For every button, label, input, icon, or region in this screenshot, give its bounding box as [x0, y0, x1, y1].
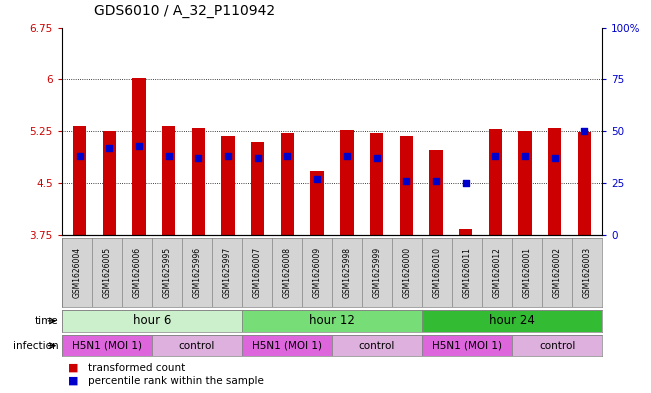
Point: [401, 178, 411, 184]
Text: time: time: [35, 316, 59, 326]
Point: [104, 145, 115, 151]
Point: [163, 153, 174, 159]
Text: GSM1625998: GSM1625998: [342, 247, 352, 298]
Text: H5N1 (MOI 1): H5N1 (MOI 1): [72, 341, 142, 351]
Point: [74, 153, 85, 159]
Point: [519, 153, 530, 159]
Bar: [132, 78, 146, 235]
Point: [431, 178, 441, 184]
Text: H5N1 (MOI 1): H5N1 (MOI 1): [252, 341, 322, 351]
Text: control: control: [539, 341, 575, 351]
Text: ■: ■: [68, 376, 79, 386]
Bar: [281, 133, 294, 235]
Bar: [242, 310, 422, 332]
Text: GSM1626006: GSM1626006: [132, 247, 141, 298]
Bar: [332, 335, 422, 356]
Bar: [489, 129, 502, 235]
Bar: [62, 335, 152, 356]
Bar: [422, 310, 602, 332]
Point: [371, 155, 381, 162]
Bar: [370, 133, 383, 235]
Text: hour 6: hour 6: [133, 314, 171, 327]
Bar: [340, 130, 353, 235]
Text: GSM1626012: GSM1626012: [493, 247, 502, 298]
Text: GSM1626003: GSM1626003: [583, 247, 592, 298]
Text: hour 24: hour 24: [489, 314, 535, 327]
Point: [490, 153, 501, 159]
Text: GSM1626011: GSM1626011: [463, 247, 471, 298]
Bar: [548, 128, 561, 235]
Text: GSM1626002: GSM1626002: [553, 247, 562, 298]
Point: [253, 155, 263, 162]
Text: GSM1625995: GSM1625995: [162, 247, 171, 298]
Text: GSM1626007: GSM1626007: [253, 247, 262, 298]
Text: control: control: [359, 341, 395, 351]
Text: GSM1626000: GSM1626000: [402, 247, 411, 298]
Text: GSM1626009: GSM1626009: [312, 247, 322, 298]
Text: H5N1 (MOI 1): H5N1 (MOI 1): [432, 341, 502, 351]
Bar: [400, 136, 413, 235]
Bar: [242, 335, 332, 356]
Bar: [311, 171, 324, 235]
Bar: [518, 130, 532, 235]
Point: [342, 153, 352, 159]
Text: GSM1626008: GSM1626008: [283, 247, 292, 298]
Point: [579, 128, 590, 134]
Text: GDS6010 / A_32_P110942: GDS6010 / A_32_P110942: [94, 4, 275, 18]
Bar: [512, 335, 602, 356]
Point: [134, 143, 145, 149]
Text: GSM1626005: GSM1626005: [102, 247, 111, 298]
Text: GSM1625996: GSM1625996: [193, 247, 201, 298]
Bar: [192, 128, 205, 235]
Bar: [251, 141, 264, 235]
Bar: [152, 335, 242, 356]
Point: [283, 153, 293, 159]
Point: [549, 155, 560, 162]
Bar: [429, 150, 443, 235]
Bar: [103, 131, 116, 235]
Text: GSM1625997: GSM1625997: [223, 247, 232, 298]
Bar: [162, 126, 175, 235]
Bar: [459, 230, 472, 235]
Point: [312, 176, 322, 182]
Text: percentile rank within the sample: percentile rank within the sample: [88, 376, 264, 386]
Bar: [73, 127, 87, 235]
Bar: [577, 132, 591, 235]
Text: control: control: [179, 341, 215, 351]
Text: GSM1626004: GSM1626004: [72, 247, 81, 298]
Text: GSM1625999: GSM1625999: [372, 247, 381, 298]
Text: GSM1626010: GSM1626010: [432, 247, 441, 298]
Bar: [422, 335, 512, 356]
Text: ■: ■: [68, 363, 79, 373]
Text: hour 12: hour 12: [309, 314, 355, 327]
Bar: [62, 310, 242, 332]
Bar: [221, 136, 235, 235]
Point: [460, 180, 471, 186]
Text: GSM1626001: GSM1626001: [523, 247, 532, 298]
Point: [223, 153, 233, 159]
Text: infection: infection: [13, 341, 59, 351]
Point: [193, 155, 204, 162]
Text: transformed count: transformed count: [88, 363, 185, 373]
